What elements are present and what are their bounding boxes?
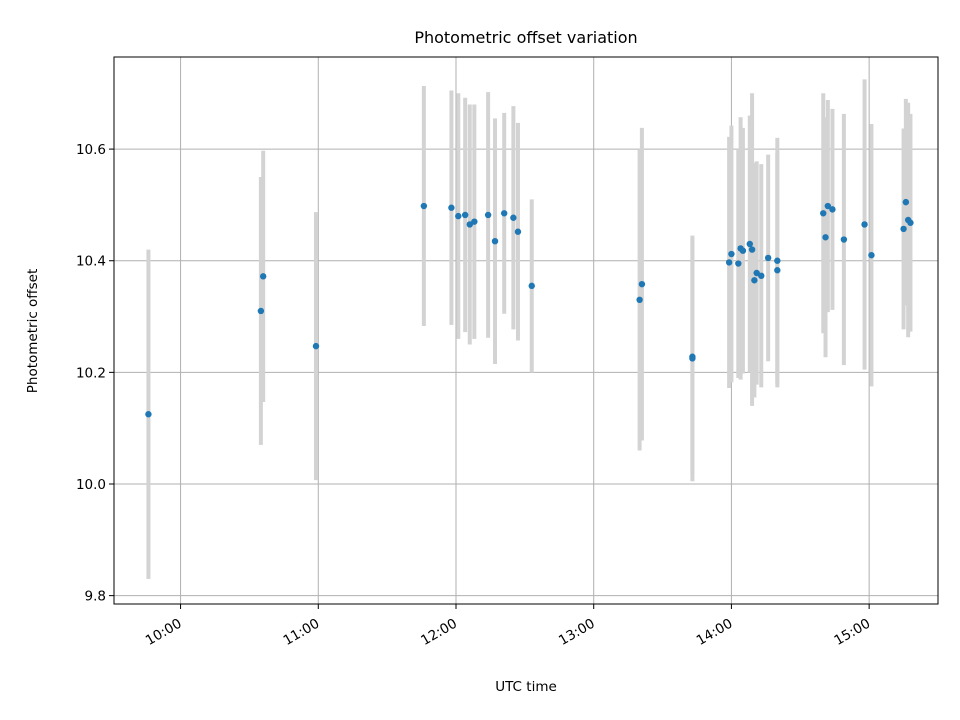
y-tick-label: 9.8 xyxy=(85,589,106,605)
data-point xyxy=(471,218,478,225)
data-point xyxy=(907,219,914,226)
data-point xyxy=(500,210,508,217)
plot-frame xyxy=(113,56,939,605)
chart-title: Photometric offset variation xyxy=(414,28,637,47)
data-point xyxy=(900,225,907,233)
data-point xyxy=(420,202,428,210)
data-point xyxy=(491,237,499,245)
data-point xyxy=(689,355,696,362)
data-point xyxy=(764,254,772,262)
x-axis-label: UTC time xyxy=(495,679,557,695)
data-point xyxy=(728,250,735,258)
y-tick-label: 10.4 xyxy=(76,254,106,270)
data-point xyxy=(448,204,455,211)
data-point xyxy=(758,272,765,279)
data-point xyxy=(484,211,492,219)
data-point xyxy=(725,259,733,266)
data-point xyxy=(829,206,836,213)
data-point xyxy=(514,228,522,235)
y-tick-label: 10.2 xyxy=(76,365,106,381)
data-point xyxy=(748,246,756,253)
data-point xyxy=(510,214,517,221)
data-point xyxy=(774,267,781,274)
data-point xyxy=(739,247,747,254)
data-point xyxy=(461,211,469,219)
data-point xyxy=(466,221,473,228)
data-point xyxy=(636,296,643,304)
data-point xyxy=(753,269,760,277)
data-point xyxy=(145,411,152,418)
data-point xyxy=(861,221,868,228)
data-point xyxy=(735,260,742,267)
data-point xyxy=(824,202,832,210)
data-point xyxy=(751,277,758,284)
data-point xyxy=(822,234,829,241)
y-axis-label: Photometric offset xyxy=(25,269,41,393)
data-point xyxy=(774,257,781,264)
data-point xyxy=(868,251,875,259)
data-point xyxy=(259,273,267,280)
data-point-layer xyxy=(145,198,914,418)
data-point xyxy=(455,212,462,220)
data-point xyxy=(840,236,848,243)
data-point xyxy=(528,282,535,290)
data-point xyxy=(638,280,646,288)
data-point xyxy=(902,198,910,206)
data-point xyxy=(820,210,827,217)
y-tick-label: 10.0 xyxy=(76,477,106,493)
data-point xyxy=(257,307,265,315)
data-point xyxy=(312,342,320,350)
y-tick-label: 10.6 xyxy=(76,142,106,158)
data-point xyxy=(746,240,753,248)
